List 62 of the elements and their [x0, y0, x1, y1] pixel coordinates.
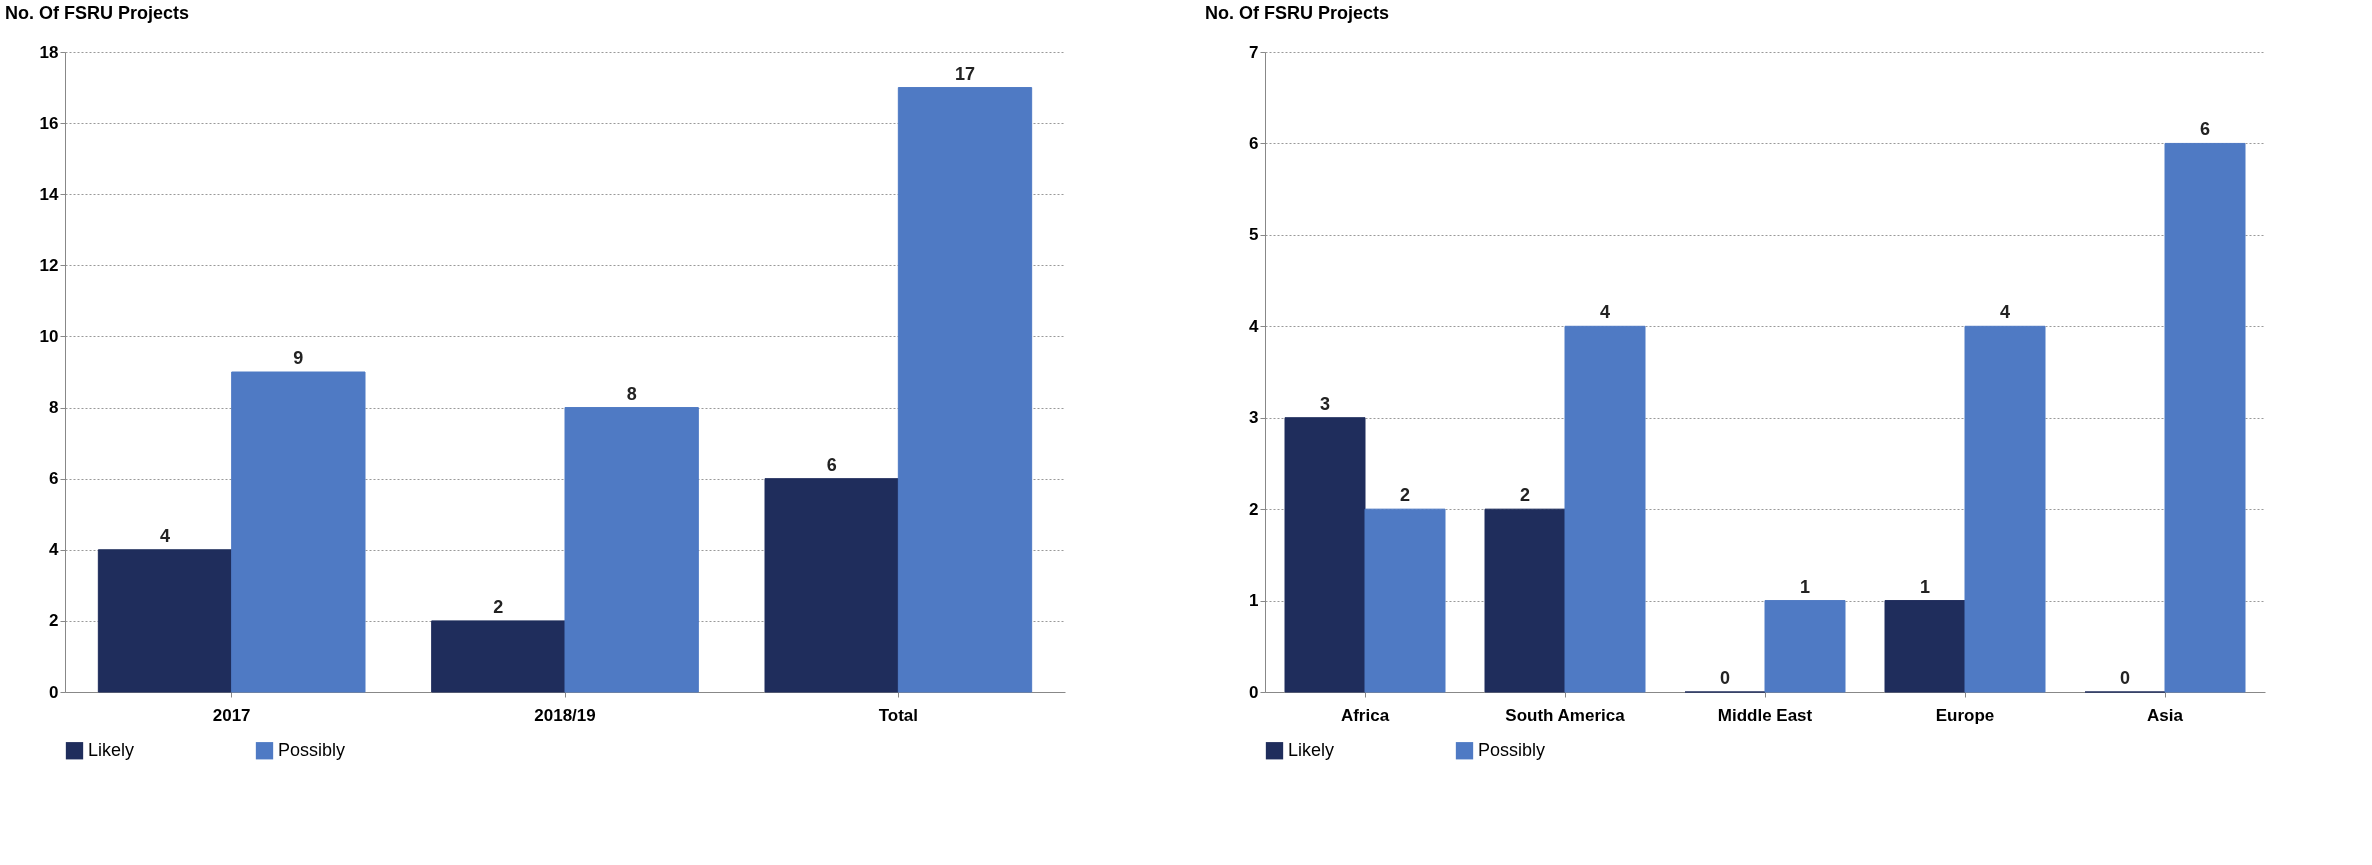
y-tick-label: 4 [1249, 316, 1260, 336]
y-tick-label: 0 [1249, 682, 1259, 702]
x-tick-label: Total [878, 705, 919, 725]
data-label: 4 [1599, 302, 1611, 323]
bar [564, 407, 699, 693]
bar [2164, 142, 2246, 693]
y-tick-label: 3 [1249, 408, 1259, 428]
data-label: 0 [2119, 668, 2131, 688]
legend-label: Possibly [1478, 739, 1546, 760]
data-label: 17 [954, 63, 976, 84]
y-tick-label: 12 [39, 255, 59, 275]
bar [1284, 417, 1366, 693]
y-tick-label: 5 [1249, 225, 1259, 245]
y-tick-label: 10 [39, 326, 59, 346]
x-tick-label: South America [1505, 705, 1626, 725]
data-label: 0 [1719, 668, 1731, 688]
x-tick-label: Africa [1340, 705, 1390, 725]
y-tick-label: 2 [49, 611, 59, 631]
legend-label: Likely [1288, 739, 1335, 760]
bar [231, 371, 366, 693]
data-label: 1 [1799, 576, 1811, 597]
y-tick-label: 14 [39, 184, 60, 204]
legend-label: Likely [88, 739, 135, 760]
y-tick-label: 4 [49, 540, 60, 560]
legend-label: Possibly [278, 739, 346, 760]
bar [897, 87, 1033, 693]
y-tick-label: 6 [49, 469, 59, 489]
bar [1964, 325, 2046, 693]
data-label: 2 [1519, 485, 1531, 506]
x-tick-label: 2018/19 [534, 705, 596, 725]
y-tick-label: 6 [1249, 133, 1259, 153]
data-label: 1 [1919, 576, 1931, 597]
bar [764, 478, 899, 693]
y-tick-label: 8 [49, 398, 59, 418]
data-label: 2 [1399, 485, 1411, 506]
y-tick-label: 1 [1249, 591, 1259, 611]
y-tick-label: 18 [39, 42, 59, 62]
x-tick-label: Asia [2147, 705, 2184, 725]
chart-title: No. Of FSRU Projects [1205, 3, 1390, 23]
bar [1564, 325, 1646, 693]
data-label: 6 [2199, 119, 2211, 140]
bar [431, 620, 566, 693]
bar [1764, 600, 1846, 693]
data-label: 4 [159, 525, 171, 546]
data-label: 9 [293, 348, 304, 368]
x-tick-label: Middle East [1717, 705, 1813, 725]
x-tick-label: 2017 [212, 705, 251, 725]
data-label: 3 [1319, 393, 1331, 414]
x-tick-label: Europe [1935, 705, 1995, 725]
y-tick-label: 0 [49, 682, 59, 702]
data-label: 4 [1999, 302, 2011, 323]
bar [1484, 508, 1566, 693]
y-tick-label: 7 [1249, 42, 1259, 62]
data-label: 6 [826, 454, 837, 475]
bar [1884, 600, 1966, 693]
bar [1364, 508, 1446, 693]
bar [97, 549, 233, 693]
data-label: 2 [493, 596, 504, 617]
y-tick-label: 2 [1249, 499, 1259, 519]
data-label: 8 [626, 383, 637, 404]
y-tick-label: 16 [39, 113, 59, 133]
chart-title: No. Of FSRU Projects [5, 3, 190, 23]
